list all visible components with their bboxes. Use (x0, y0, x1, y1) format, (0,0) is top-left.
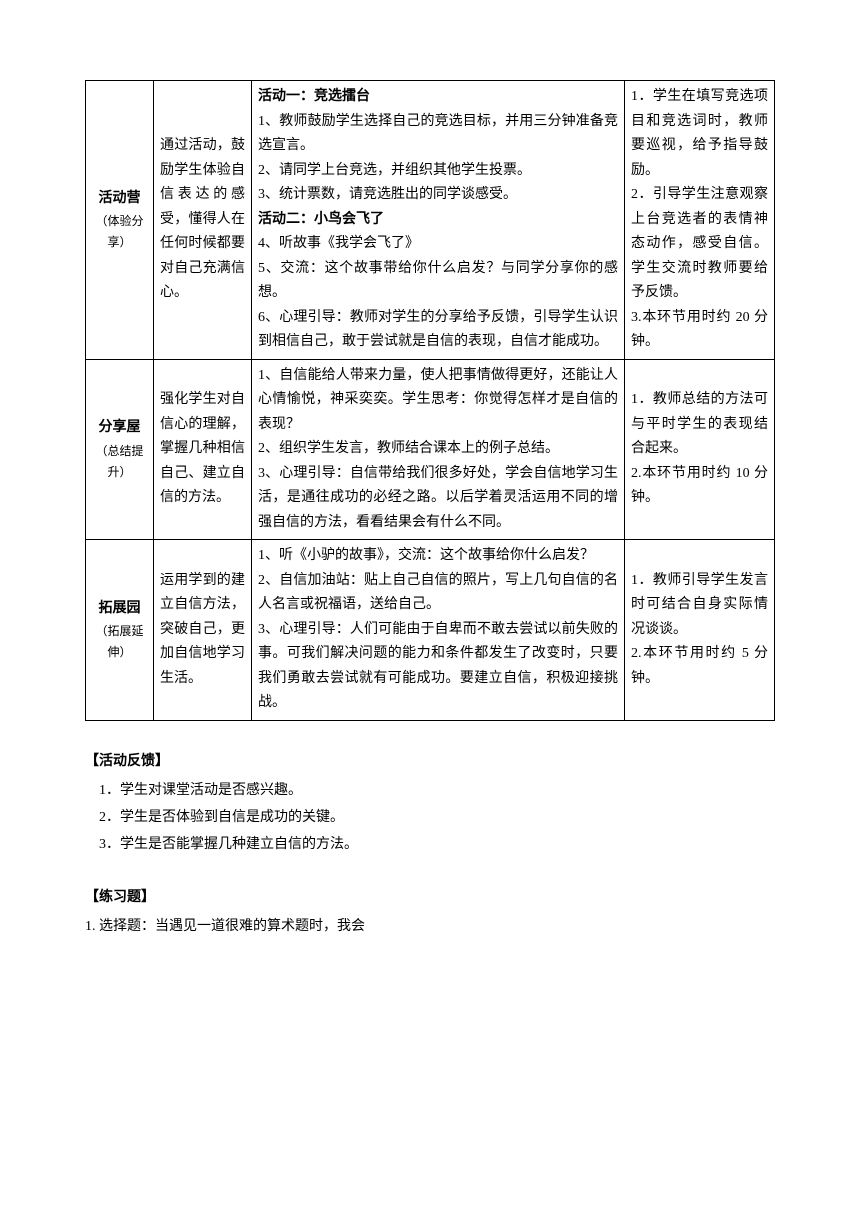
notes-cell: 1．教师引导学生发言时可结合自身实际情况谈谈。 2.本环节用时约 5 分钟。 (625, 540, 775, 721)
activity-step: 5、交流：这个故事带给你什么启发？与同学分享你的感想。 (258, 257, 618, 306)
note-item: 2．引导学生注意观察上台竞选者的表情神态动作，感受自信。学生交流时教师要给予反馈… (631, 183, 768, 306)
activity-step: 2、请同学上台竞选，并组织其他学生投票。 (258, 159, 618, 184)
activity-step: 3、统计票数，请竞选胜出的同学谈感受。 (258, 183, 618, 208)
objective-cell: 运用学到的建立自信方法，突破自己，更加自信地学习生活。 (154, 540, 252, 721)
activity-step: 4、听故事《我学会飞了》 (258, 232, 618, 257)
notes-cell: 1．学生在填写竞选项目和竞选词时，教师要巡视，给予指导鼓励。 2．引导学生注意观… (625, 81, 775, 360)
table-row: 活动营 （体验分享） 通过活动，鼓励学生体验自信表达的感受，懂得人在任何时候都要… (86, 81, 775, 360)
activity-step: 3、心理引导：自信带给我们很多好处，学会自信地学习生活，是通往成功的必经之路。以… (258, 462, 618, 536)
notes-cell: 1．教师总结的方法可与平时学生的表现结合起来。 2.本环节用时约 10 分钟。 (625, 359, 775, 540)
activity-step: 3、心理引导：人们可能由于自卑而不敢去尝试以前失败的事。可我们解决问题的能力和条… (258, 618, 618, 716)
activity-cell: 活动一：竞选擂台 1、教师鼓励学生选择自己的竞选目标，并用三分钟准备竞选宣言。 … (252, 81, 625, 360)
section-subtitle: （总结提升） (92, 441, 147, 483)
activity-step: 1、教师鼓励学生选择自己的竞选目标，并用三分钟准备竞选宣言。 (258, 110, 618, 159)
activity-step: 1、听《小驴的故事》，交流：这个故事给你什么启发？ (258, 544, 618, 569)
note-item: 1．教师引导学生发言时可结合自身实际情况谈谈。 (631, 569, 768, 643)
objective-cell: 通过活动，鼓励学生体验自信表达的感受，懂得人在任何时候都要对自己充满信心。 (154, 81, 252, 360)
section-subtitle: （体验分享） (92, 211, 147, 253)
section-name-cell: 活动营 （体验分享） (86, 81, 154, 360)
note-item: 1．学生在填写竞选项目和竞选词时，教师要巡视，给予指导鼓励。 (631, 85, 768, 183)
activity-step: 2、组织学生发言，教师结合课本上的例子总结。 (258, 437, 618, 462)
feedback-item: 3．学生是否能掌握几种建立自信的方法。 (85, 832, 775, 857)
activity-step: 6、心理引导：教师对学生的分享给予反馈，引导学生认识到相信自己，敢于尝试就是自信… (258, 306, 618, 355)
section-title: 分享屋 (92, 416, 147, 441)
lesson-plan-table: 活动营 （体验分享） 通过活动，鼓励学生体验自信表达的感受，懂得人在任何时候都要… (85, 80, 775, 721)
table-row: 拓展园 （拓展延伸） 运用学到的建立自信方法，突破自己，更加自信地学习生活。 1… (86, 540, 775, 721)
activity-cell: 1、听《小驴的故事》，交流：这个故事给你什么启发？ 2、自信加油站：贴上自己自信… (252, 540, 625, 721)
feedback-item: 1．学生对课堂活动是否感兴趣。 (85, 778, 775, 803)
section-title: 拓展园 (92, 597, 147, 622)
note-item: 2.本环节用时约 5 分钟。 (631, 642, 768, 691)
activity-cell: 1、自信能给人带来力量，使人把事情做得更好，还能让人心情愉悦，神采奕奕。学生思考… (252, 359, 625, 540)
section-name-cell: 拓展园 （拓展延伸） (86, 540, 154, 721)
note-item: 2.本环节用时约 10 分钟。 (631, 462, 768, 511)
activity-title: 活动二：小鸟会飞了 (258, 208, 618, 233)
exercise-question: 1. 选择题：当遇见一道很难的算术题时，我会 (85, 914, 775, 939)
section-subtitle: （拓展延伸） (92, 621, 147, 663)
objective-cell: 强化学生对自信心的理解，掌握几种相信自己、建立自信的方法。 (154, 359, 252, 540)
activity-step: 2、自信加油站：贴上自己自信的照片，写上几句自信的名人名言或祝福语，送给自己。 (258, 569, 618, 618)
section-name-cell: 分享屋 （总结提升） (86, 359, 154, 540)
table-row: 分享屋 （总结提升） 强化学生对自信心的理解，掌握几种相信自己、建立自信的方法。… (86, 359, 775, 540)
section-title: 活动营 (92, 187, 147, 212)
activity-title: 活动一：竞选擂台 (258, 85, 618, 110)
note-item: 3.本环节用时约 20 分钟。 (631, 306, 768, 355)
feedback-item: 2．学生是否体验到自信是成功的关键。 (85, 805, 775, 830)
note-item: 1．教师总结的方法可与平时学生的表现结合起来。 (631, 388, 768, 462)
exercise-header: 【练习题】 (85, 885, 775, 910)
activity-step: 1、自信能给人带来力量，使人把事情做得更好，还能让人心情愉悦，神采奕奕。学生思考… (258, 364, 618, 438)
feedback-header: 【活动反馈】 (85, 749, 775, 774)
